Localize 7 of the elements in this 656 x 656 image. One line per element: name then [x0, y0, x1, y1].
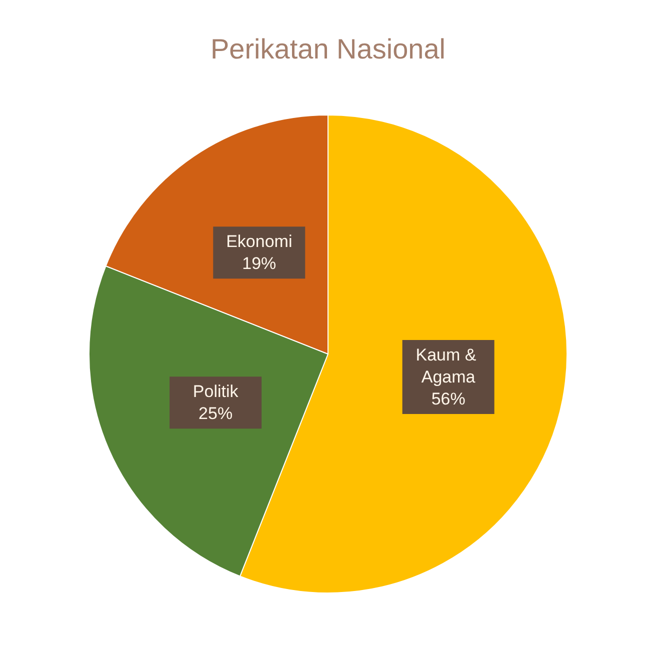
data-label: 19%	[242, 254, 276, 274]
slice-label: Ekonomi	[226, 232, 292, 252]
data-label: 56%	[431, 389, 466, 408]
data-label: 25%	[198, 404, 233, 424]
slice-label: Politik	[192, 382, 239, 402]
slice-label: Kaum & Agama	[416, 345, 481, 386]
chart-title: Perikatan Nasional	[210, 34, 446, 64]
